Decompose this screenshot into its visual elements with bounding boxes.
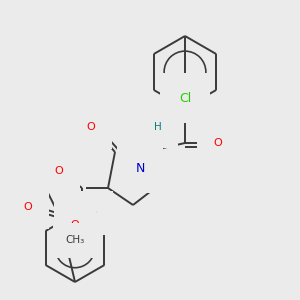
- Text: CH₃: CH₃: [65, 235, 85, 245]
- Text: N: N: [135, 161, 145, 175]
- Text: O: O: [214, 138, 222, 148]
- Text: O: O: [88, 208, 96, 218]
- Text: Cl: Cl: [179, 92, 191, 104]
- Text: O: O: [70, 220, 80, 230]
- Text: O: O: [24, 202, 32, 212]
- Text: H: H: [154, 122, 162, 132]
- Text: O: O: [87, 122, 95, 132]
- Text: O: O: [55, 166, 63, 176]
